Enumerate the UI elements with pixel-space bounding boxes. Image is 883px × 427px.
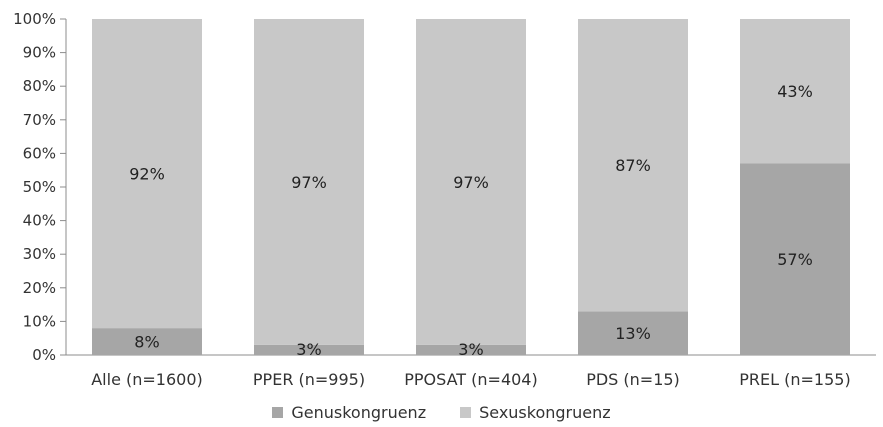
legend-label-sexuskongruenz: Sexuskongruenz — [479, 402, 611, 422]
y-tick-label: 0% — [32, 346, 56, 364]
legend-swatch-genuskongruenz — [272, 406, 284, 418]
bar-genuskongruenz-0 — [92, 328, 202, 355]
bars — [92, 19, 850, 355]
y-tick-label: 90% — [23, 44, 56, 62]
data-label-genuskongruenz-3: 13% — [615, 324, 651, 343]
y-tick-label: 70% — [23, 111, 56, 129]
bar-genuskongruenz-2 — [416, 344, 526, 355]
y-tick-label: 20% — [23, 279, 56, 297]
y-tick-label: 80% — [23, 77, 56, 95]
legend-item-genuskongruenz: Genuskongruenz — [272, 403, 426, 422]
y-tick-label: 40% — [23, 212, 56, 230]
x-category-label: PPOSAT (n=404) — [404, 370, 537, 389]
y-tick-label: 30% — [23, 245, 56, 263]
data-label-genuskongruenz-4: 57% — [777, 250, 813, 269]
bar-genuskongruenz-1 — [254, 344, 364, 355]
bar-sexuskongruenz-4 — [740, 19, 850, 164]
x-category-label: Alle (n=1600) — [91, 370, 203, 389]
bar-sexuskongruenz-0 — [92, 19, 202, 329]
data-label-genuskongruenz-0: 8% — [134, 333, 159, 352]
bar-genuskongruenz-4 — [740, 163, 850, 355]
y-tick-label: 60% — [23, 144, 56, 162]
data-label-sexuskongruenz-1: 97% — [291, 173, 327, 192]
bar-genuskongruenz-3 — [578, 311, 688, 355]
legend-item-sexuskongruenz: Sexuskongruenz — [460, 403, 611, 422]
x-category-label: PREL (n=155) — [739, 370, 850, 389]
x-category-label: PPER (n=995) — [253, 370, 365, 389]
y-tick-label: 10% — [23, 312, 56, 330]
legend-swatch-sexuskongruenz — [460, 406, 472, 418]
data-label-sexuskongruenz-2: 97% — [453, 173, 489, 192]
data-label-genuskongruenz-2: 3% — [458, 340, 483, 359]
bar-sexuskongruenz-1 — [254, 19, 364, 345]
data-label-sexuskongruenz-3: 87% — [615, 156, 651, 175]
x-category-label: PDS (n=15) — [586, 370, 680, 389]
bar-sexuskongruenz-3 — [578, 19, 688, 312]
data-label-sexuskongruenz-4: 43% — [777, 82, 813, 101]
y-tick-label: 50% — [23, 178, 56, 196]
data-label-genuskongruenz-1: 3% — [296, 340, 321, 359]
data-labels: 8% 92% 3% 97% 3% 97% 13% 87% 57% 43% — [129, 82, 813, 359]
legend: Genuskongruenz Sexuskongruenz — [0, 400, 883, 424]
data-label-sexuskongruenz-0: 92% — [129, 165, 165, 184]
y-tick-label: 100% — [13, 10, 56, 28]
bar-sexuskongruenz-2 — [416, 19, 526, 345]
legend-label-genuskongruenz: Genuskongruenz — [291, 402, 427, 422]
